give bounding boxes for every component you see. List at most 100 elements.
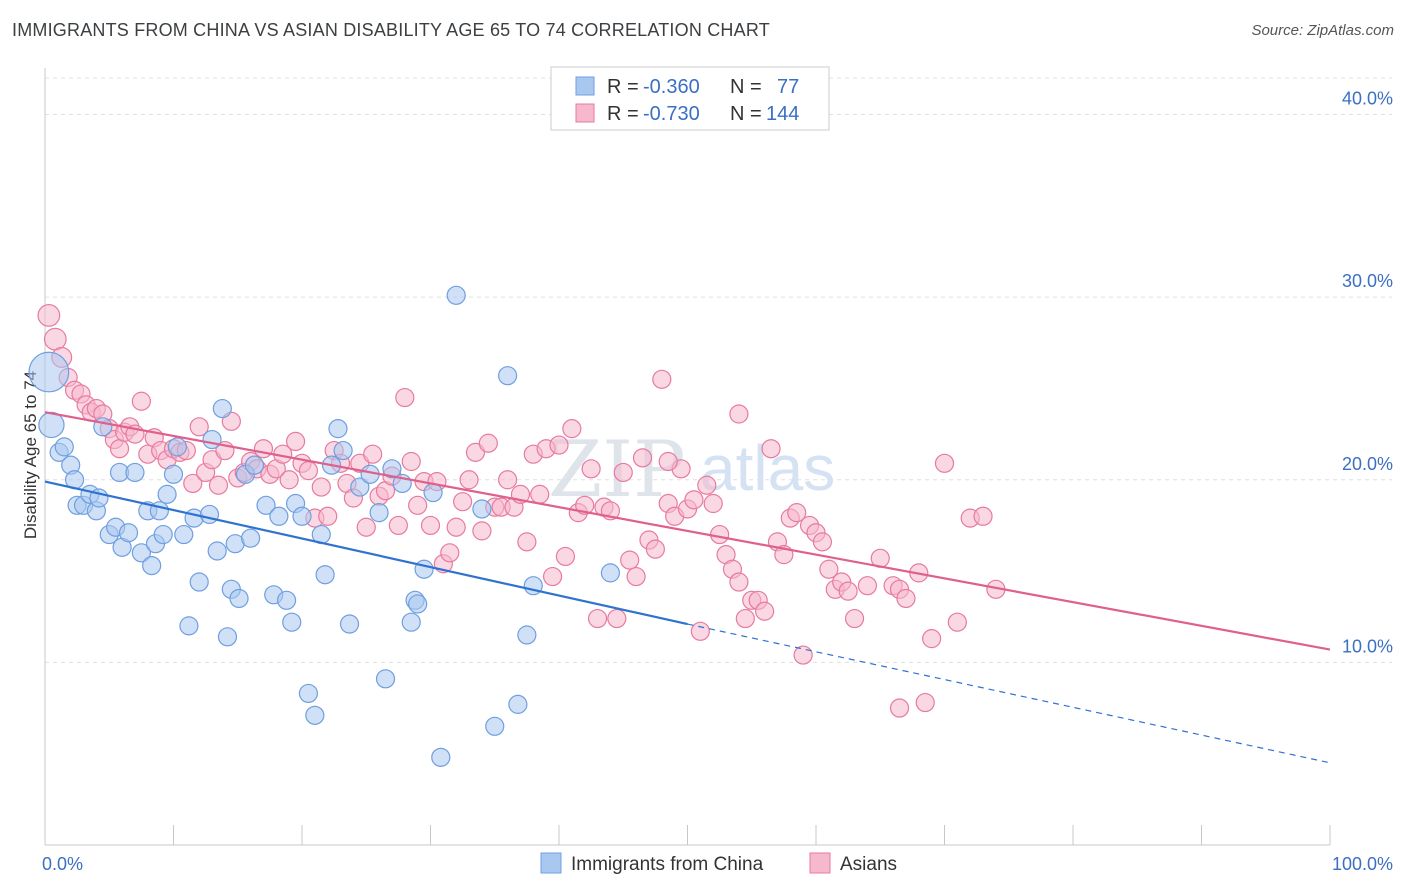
point-immigrants-42 <box>256 495 276 515</box>
trend-line-immigrants-extension <box>687 623 1331 764</box>
point-immigrants-40 <box>241 528 261 548</box>
point-asians-92 <box>620 550 640 570</box>
legend-r-value-2: -0.730 <box>643 103 700 125</box>
point-asians-57 <box>395 387 415 408</box>
point-immigrants-23 <box>153 524 173 545</box>
point-asians-40 <box>285 431 306 452</box>
point-immigrants-65 <box>408 594 428 614</box>
point-immigrants-63 <box>401 612 421 632</box>
point-asians-128 <box>857 576 878 596</box>
bottom-legend-swatch-blue <box>540 852 562 874</box>
point-asians-16 <box>131 391 151 411</box>
legend: R = -0.360 N = 77 R = -0.730 N = 144 <box>550 66 830 131</box>
point-asians-91 <box>613 462 633 483</box>
point-asians-81 <box>549 435 569 455</box>
trend-lines <box>44 411 1331 764</box>
point-immigrants-76 <box>600 563 621 583</box>
point-asians-102 <box>684 490 704 510</box>
point-asians-12 <box>109 439 130 459</box>
point-immigrants-38 <box>229 588 249 609</box>
y-axis-label: Disability Age 65 to 74 <box>21 371 40 539</box>
point-asians-122 <box>812 532 833 552</box>
legend-n-label-1: N = <box>730 76 762 98</box>
point-asians-143 <box>658 451 678 472</box>
point-asians-82 <box>555 546 576 567</box>
legend-n-value-2: 144 <box>766 103 799 125</box>
point-asians-94 <box>632 448 653 468</box>
point-asians-96 <box>645 539 665 559</box>
point-asians-119 <box>793 645 813 665</box>
y-tick-label-2: 30.0% <box>1342 271 1393 291</box>
point-asians-70 <box>478 433 498 453</box>
point-immigrants-48 <box>292 506 312 526</box>
point-immigrants-33 <box>207 541 227 561</box>
point-asians-61 <box>420 515 441 536</box>
point-immigrants-25 <box>163 464 184 484</box>
point-asians-45 <box>318 506 338 526</box>
point-asians-35 <box>253 439 274 459</box>
point-immigrants-57 <box>350 477 370 497</box>
point-immigrants-56 <box>339 614 360 634</box>
point-immigrants-68 <box>446 285 466 305</box>
point-asians-83 <box>562 419 582 439</box>
point-asians-114 <box>761 439 781 459</box>
point-immigrants-28 <box>179 616 199 636</box>
legend-n-label-2: N = <box>730 103 762 125</box>
point-asians-138 <box>973 506 993 526</box>
point-immigrants-17 <box>125 462 145 483</box>
point-asians-127 <box>844 608 865 629</box>
point-immigrants-52 <box>315 565 335 585</box>
chart-source: Source: ZipAtlas.com <box>1251 22 1394 39</box>
point-asians-126 <box>838 581 858 601</box>
y-tick-label-0: 10.0% <box>1342 636 1393 656</box>
y-tick-label-3: 40.0% <box>1342 89 1393 109</box>
point-asians-140 <box>889 698 910 718</box>
point-asians-123 <box>819 559 839 579</box>
point-asians-44 <box>311 477 331 497</box>
y-tick-label-1: 20.0% <box>1342 454 1393 474</box>
point-asians-66 <box>453 492 473 512</box>
x-tick-labels: 0.0% 100.0% <box>42 854 1393 874</box>
point-immigrants-32 <box>202 429 222 450</box>
bottom-legend-label-immigrants: Immigrants from China <box>571 854 764 875</box>
point-asians-103 <box>690 621 710 641</box>
point-asians-106 <box>710 524 730 545</box>
axes <box>44 68 1331 846</box>
point-immigrants-70 <box>485 716 505 736</box>
point-immigrants-30 <box>189 572 209 592</box>
point-asians-110 <box>735 608 755 629</box>
point-asians-64 <box>440 543 460 563</box>
point-asians-104 <box>697 475 717 495</box>
point-immigrants-3 <box>54 437 74 457</box>
trend-line-immigrants <box>44 480 688 626</box>
point-asians-28 <box>208 475 229 495</box>
point-immigrants-1 <box>38 411 65 439</box>
point-immigrants-18 <box>131 543 151 563</box>
point-immigrants-35 <box>217 627 238 647</box>
point-immigrants-16 <box>118 523 139 543</box>
point-asians-24 <box>183 473 203 494</box>
legend-r-label-1: R = <box>607 76 639 98</box>
point-asians-105 <box>703 493 723 514</box>
point-asians-78 <box>530 484 550 504</box>
point-immigrants-41 <box>244 455 265 475</box>
point-immigrants-50 <box>305 705 325 725</box>
point-asians-1 <box>43 327 67 351</box>
point-immigrants-27 <box>174 524 194 545</box>
point-asians-141 <box>915 692 935 713</box>
point-immigrants-75 <box>431 747 451 767</box>
point-immigrants-0 <box>28 351 70 393</box>
grid-lines <box>45 77 1392 663</box>
x-tick-label-1: 100.0% <box>1332 854 1393 874</box>
point-immigrants-59 <box>369 503 389 523</box>
point-asians-0 <box>37 304 61 327</box>
point-immigrants-66 <box>414 559 434 579</box>
bottom-legend-swatch-pink <box>809 852 831 874</box>
legend-box <box>550 66 830 131</box>
point-asians-59 <box>408 495 428 515</box>
point-asians-73 <box>498 470 518 490</box>
series-asians-points <box>37 304 1006 718</box>
point-immigrants-44 <box>269 506 289 526</box>
point-immigrants-73 <box>517 625 537 645</box>
point-asians-42 <box>298 461 319 481</box>
